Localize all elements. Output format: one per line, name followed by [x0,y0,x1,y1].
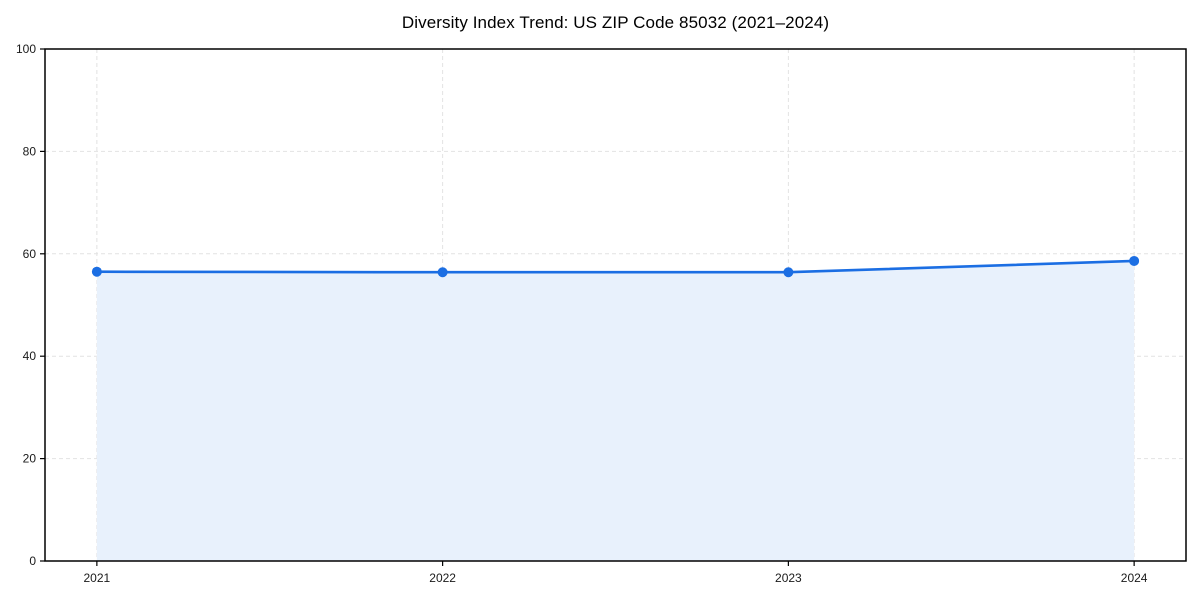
data-point [1129,255,1140,266]
x-tick-label: 2024 [1121,571,1148,585]
data-point [783,267,794,278]
x-tick-label: 2023 [775,571,802,585]
x-tick-label: 2021 [84,571,111,585]
y-tick-label: 0 [29,554,36,568]
y-tick-label: 100 [16,42,36,56]
y-tick-label: 40 [23,349,37,363]
data-point [91,266,102,277]
y-tick-label: 20 [23,452,37,466]
chart-title: Diversity Index Trend: US ZIP Code 85032… [401,13,830,32]
trend-line [95,259,1136,274]
data-point [437,267,448,278]
area-fill [96,260,1135,561]
y-tick-label: 80 [23,144,37,158]
axes-box [44,48,1187,562]
x-tick-label: 2022 [429,571,456,585]
y-tick-label: 60 [23,247,37,261]
